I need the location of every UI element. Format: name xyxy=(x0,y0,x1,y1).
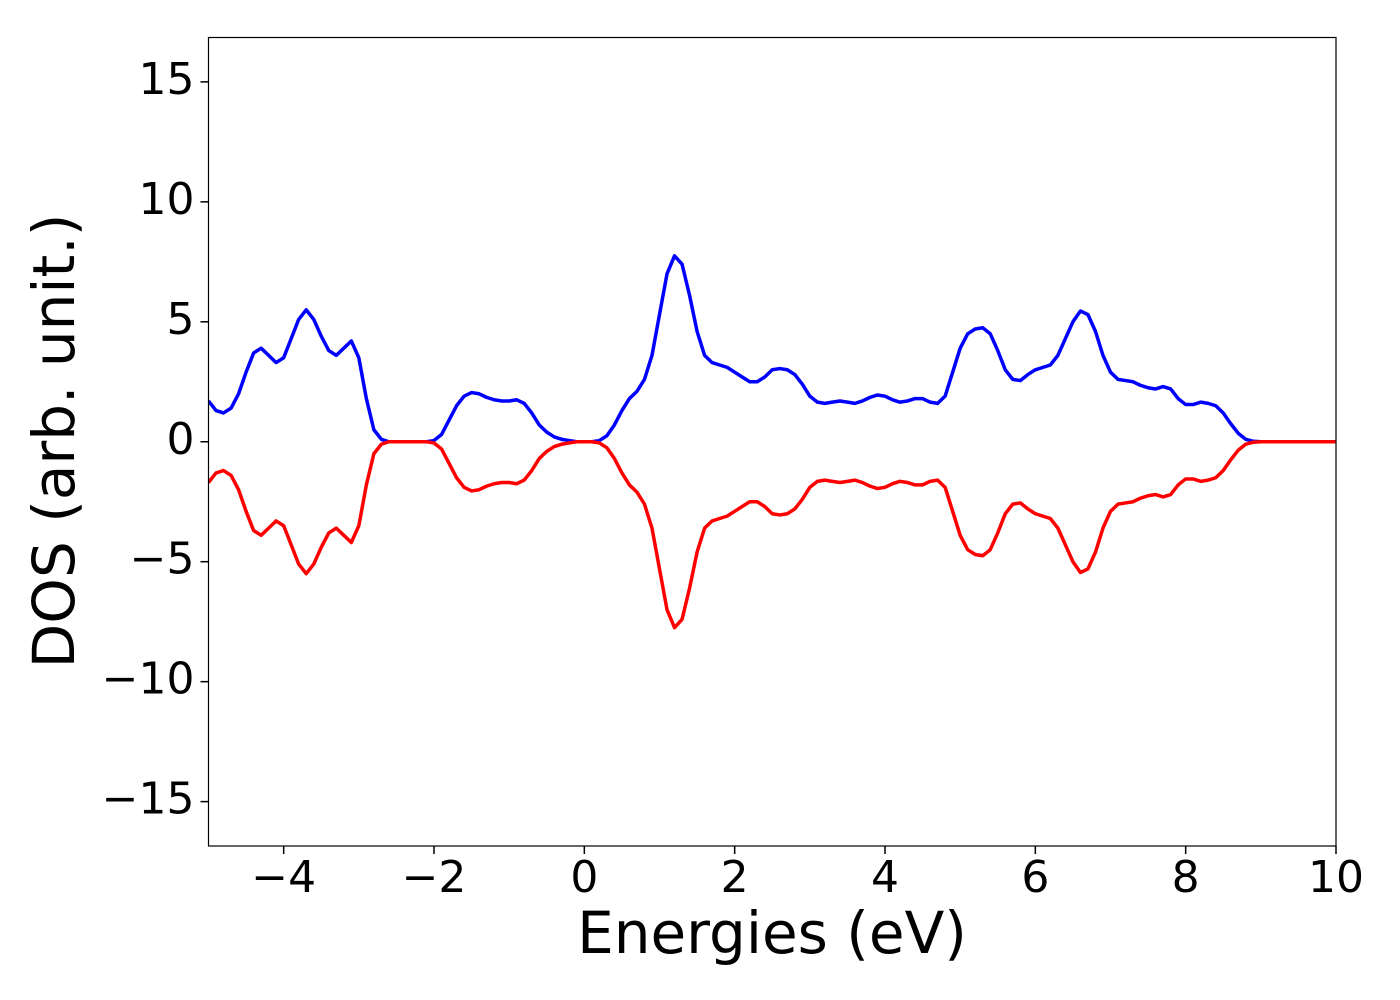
y-axis-label: DOS (arb. unit.) xyxy=(20,214,88,669)
series-line xyxy=(208,440,1336,630)
x-axis-label: Energies (eV) xyxy=(577,899,967,967)
x-tick-label: −4 xyxy=(251,852,316,903)
x-tick-label: 2 xyxy=(721,852,749,903)
y-tick-label: 15 xyxy=(139,54,195,105)
series-line xyxy=(208,254,1336,444)
y-tick-label: 10 xyxy=(139,174,195,225)
y-tick-label: −15 xyxy=(102,774,195,825)
y-tick-label: 0 xyxy=(167,414,195,465)
x-tick-label: 8 xyxy=(1172,852,1200,903)
x-tick-label: 10 xyxy=(1308,852,1364,903)
y-tick-label: −5 xyxy=(130,534,195,585)
x-tick-label: 0 xyxy=(570,852,598,903)
x-tick-label: 4 xyxy=(871,852,899,903)
x-tick-label: 6 xyxy=(1021,852,1049,903)
y-tick-label: −10 xyxy=(102,654,195,705)
x-tick-label: −2 xyxy=(402,852,467,903)
y-tick-label: 5 xyxy=(167,294,195,345)
plot-frame xyxy=(207,36,1337,847)
